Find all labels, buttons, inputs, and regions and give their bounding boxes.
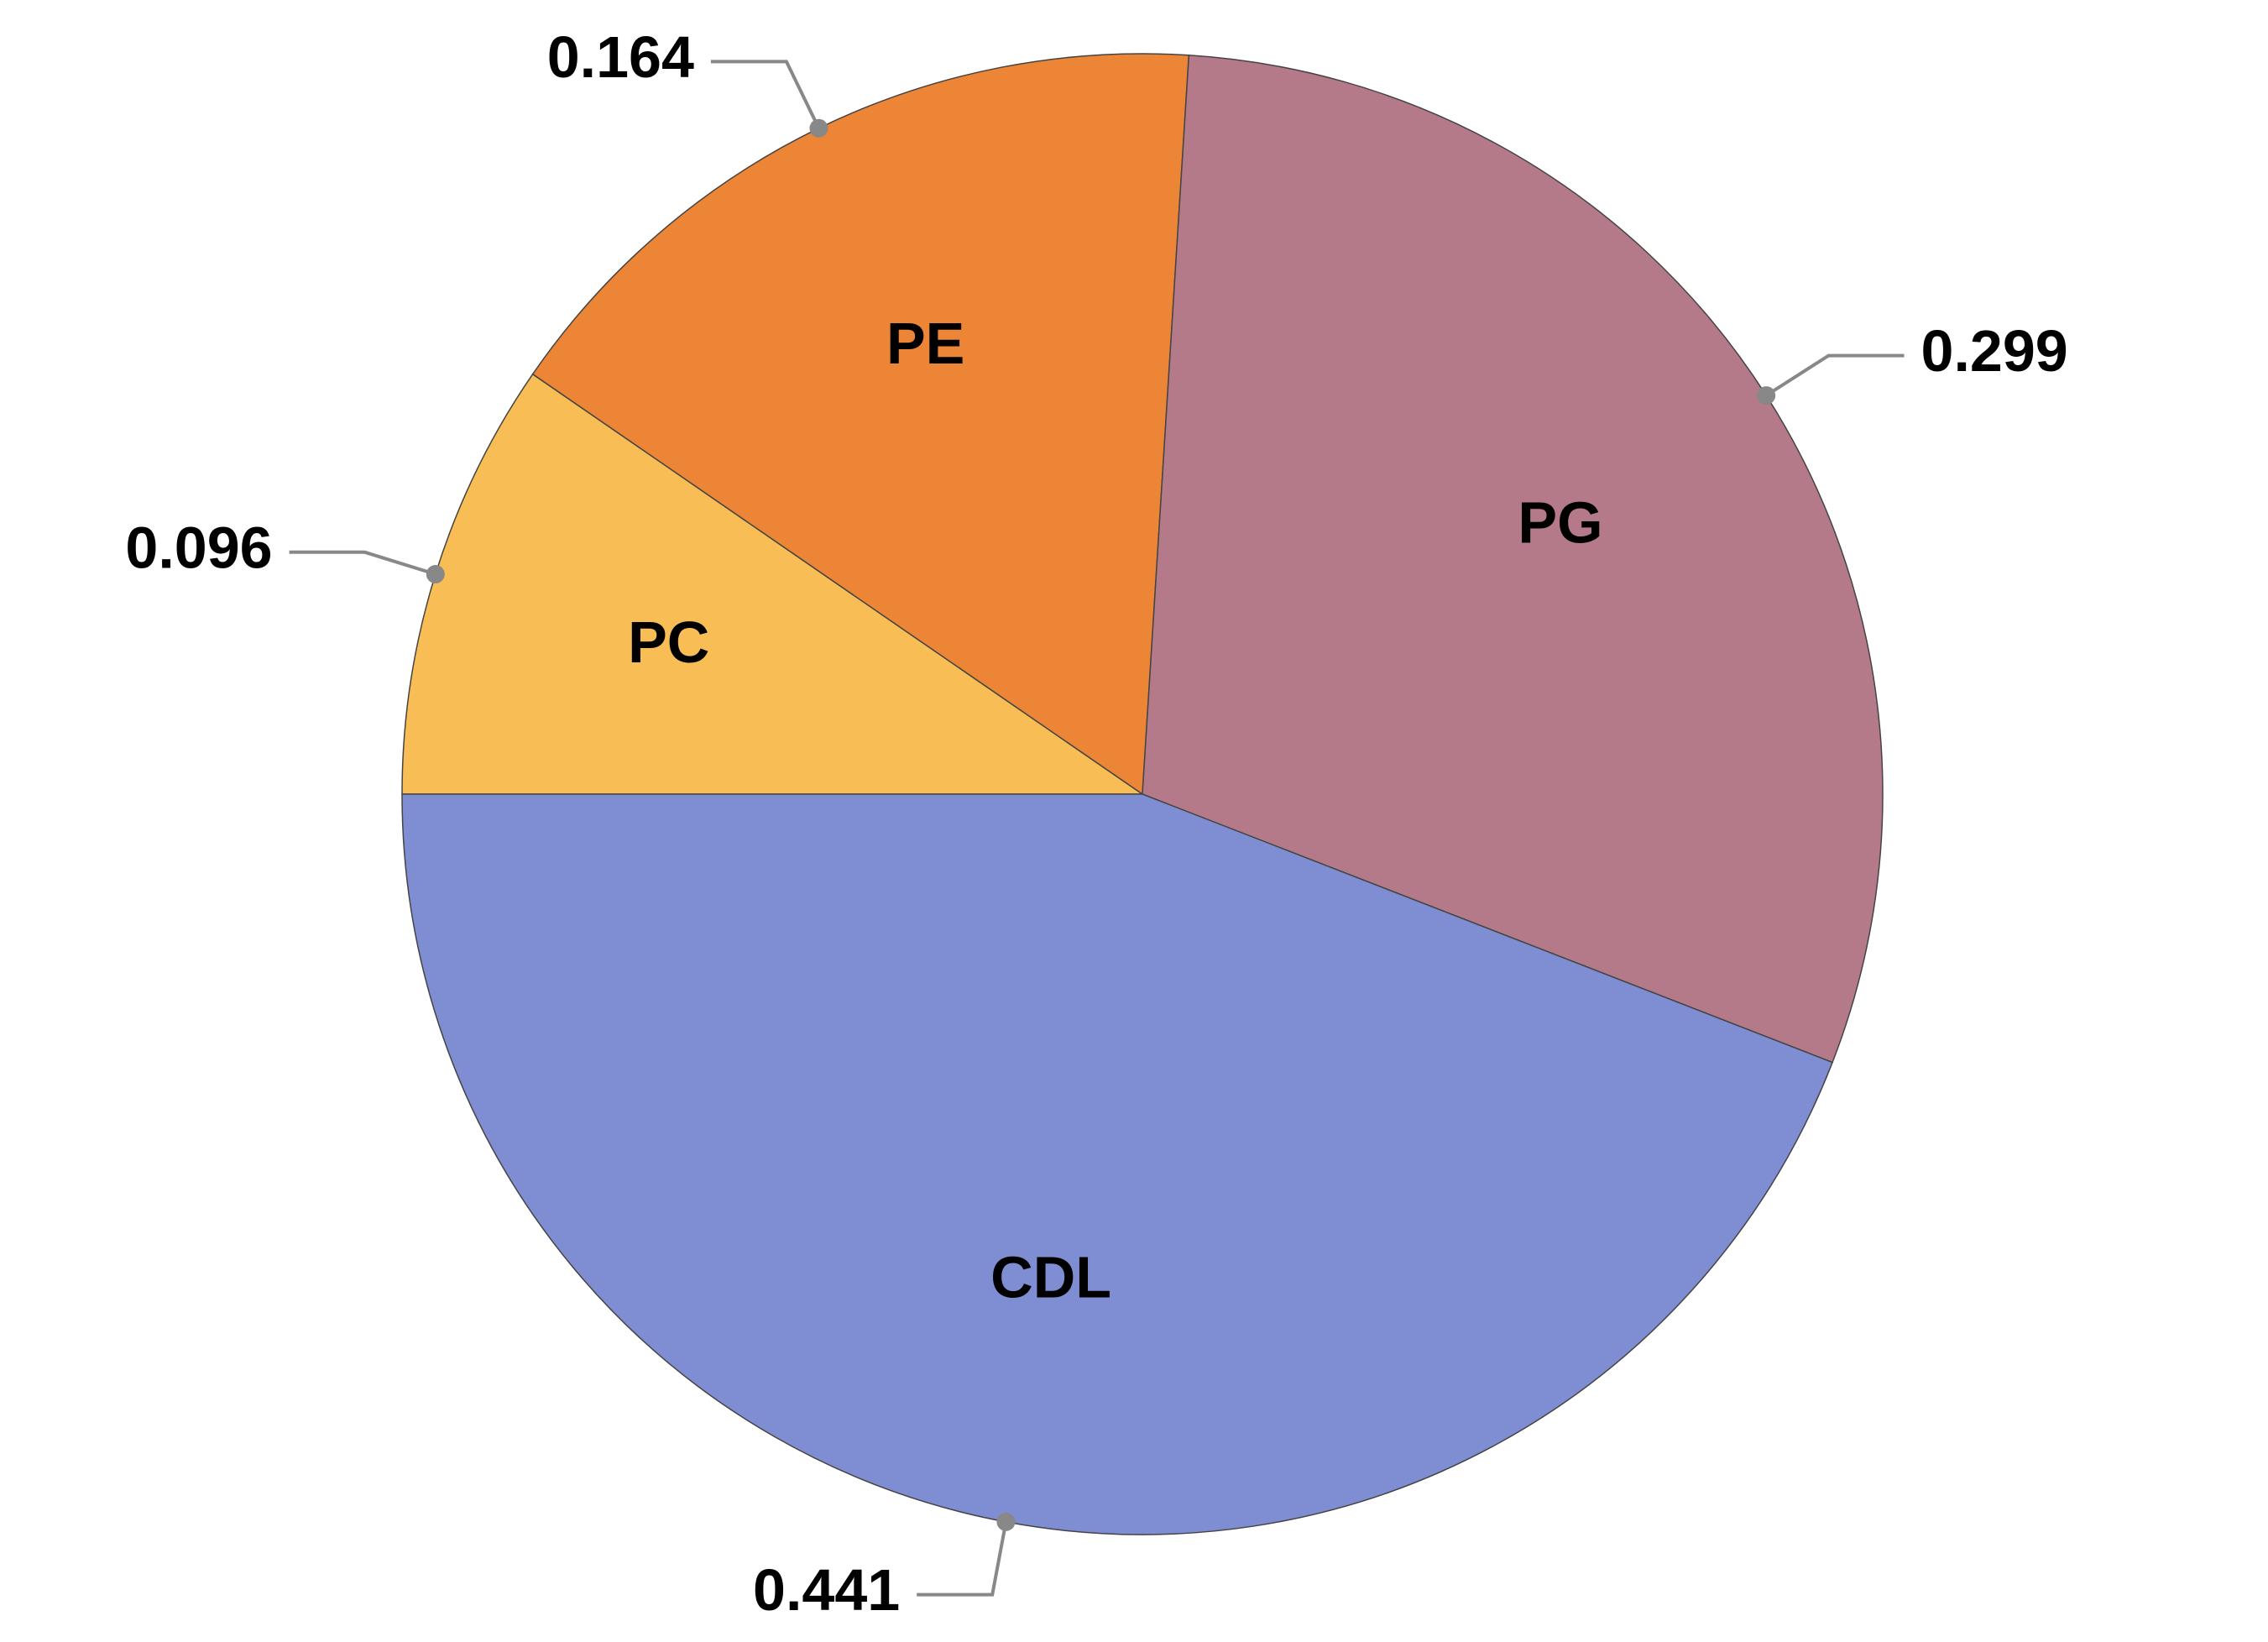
leader-dot [809, 118, 828, 138]
category-label: PC [628, 609, 709, 675]
category-label: PG [1518, 489, 1602, 555]
value-label: 0.096 [125, 515, 272, 580]
value-label: 0.164 [547, 24, 694, 90]
leader-line [1765, 353, 1905, 397]
leader-dot [996, 1512, 1016, 1531]
category-label: CDL [990, 1244, 1111, 1310]
value-label: 0.441 [753, 1557, 900, 1623]
category-label: PE [886, 311, 964, 376]
leader-dot [1757, 386, 1776, 405]
leader-dot [426, 565, 445, 584]
leader-line [710, 60, 821, 129]
leader-line [289, 550, 436, 576]
value-label: 0.299 [1921, 318, 2068, 384]
leader-line [917, 1521, 1008, 1597]
